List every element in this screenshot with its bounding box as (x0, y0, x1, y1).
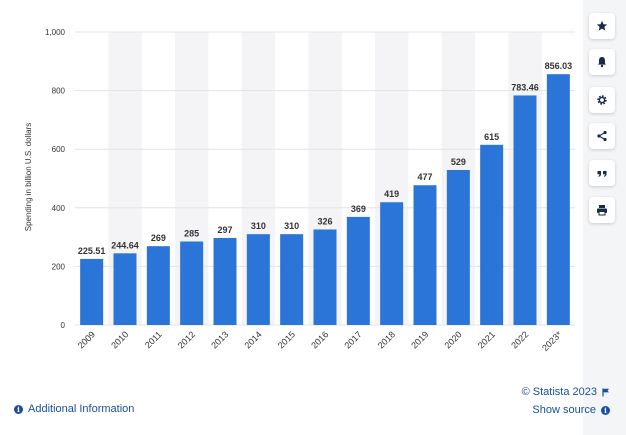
data-label: 326 (317, 216, 332, 226)
bar[interactable] (80, 258, 104, 325)
bar[interactable] (413, 185, 437, 325)
data-label: 310 (251, 221, 266, 231)
data-label: 419 (384, 189, 399, 199)
data-label: 244.64 (111, 240, 139, 250)
x-tick-label: 2018 (376, 329, 397, 350)
flag-icon (602, 388, 609, 396)
info-icon: i (601, 405, 610, 415)
additional-information-link[interactable]: i Additional Information (14, 403, 134, 415)
notification-button[interactable] (589, 49, 615, 75)
data-label: 369 (351, 204, 366, 214)
x-tick-label: 2017 (343, 329, 364, 350)
star-icon (596, 20, 608, 31)
x-tick-label: 2023* (540, 329, 564, 353)
settings-button[interactable] (589, 87, 615, 113)
share-icon (597, 130, 607, 142)
data-label: 529 (451, 157, 466, 167)
bar[interactable] (346, 216, 370, 325)
print-button[interactable] (589, 197, 615, 223)
data-label: 225.51 (78, 246, 106, 256)
x-tick-label: 2019 (409, 329, 430, 350)
x-tick-label: 2016 (309, 329, 330, 350)
favorite-button[interactable] (589, 13, 615, 39)
bar[interactable] (546, 74, 570, 325)
bar[interactable] (513, 95, 537, 325)
data-label: 856.03 (545, 61, 573, 71)
bar[interactable] (480, 144, 504, 325)
y-tick-label: 400 (52, 204, 66, 213)
quote-icon (597, 171, 607, 177)
show-source-link[interactable]: Show source i (532, 404, 610, 416)
gear-icon (597, 95, 607, 105)
bar[interactable] (113, 253, 137, 325)
y-tick-label: 1,000 (45, 28, 66, 37)
x-tick-label: 2009 (76, 329, 97, 350)
y-axis-label: Spending in billion U.S. dollars (24, 123, 33, 232)
x-tick-label: 2014 (243, 329, 264, 350)
data-label: 477 (417, 172, 432, 182)
x-tick-label: 2013 (209, 329, 230, 350)
y-tick-label: 200 (52, 262, 66, 271)
bar[interactable] (246, 234, 270, 325)
copyright-text: © Statista 2023 (521, 386, 597, 398)
x-tick-label: 2020 (443, 329, 464, 350)
x-tick-label: 2012 (176, 329, 197, 350)
y-tick-label: 600 (52, 145, 66, 154)
bar[interactable] (213, 237, 237, 325)
share-button[interactable] (589, 123, 615, 149)
x-tick-label: 2022 (509, 329, 530, 350)
data-label: 615 (484, 132, 499, 142)
x-tick-label: 2015 (276, 329, 297, 350)
y-tick-label: 800 (52, 87, 66, 96)
bar[interactable] (180, 241, 204, 325)
data-label: 310 (284, 221, 299, 231)
x-tick-label: 2011 (143, 329, 164, 350)
bar[interactable] (146, 246, 170, 325)
bar[interactable] (446, 170, 470, 325)
bar[interactable] (313, 229, 337, 325)
data-label: 783.46 (511, 82, 539, 92)
print-icon (597, 205, 607, 216)
bar[interactable] (380, 202, 404, 325)
bell-icon (598, 57, 606, 68)
show-source-text: Show source (532, 404, 596, 416)
cite-button[interactable] (589, 160, 615, 186)
bar[interactable] (280, 234, 304, 325)
data-label: 285 (184, 228, 199, 238)
data-label: 297 (217, 225, 232, 235)
x-tick-label: 2010 (109, 329, 130, 350)
info-icon: i (14, 404, 23, 414)
additional-information-text: Additional Information (28, 403, 135, 415)
x-tick-label: 2021 (476, 329, 497, 350)
copyright[interactable]: © Statista 2023 (522, 386, 610, 398)
y-tick-label: 0 (61, 321, 66, 330)
data-label: 269 (151, 233, 166, 243)
